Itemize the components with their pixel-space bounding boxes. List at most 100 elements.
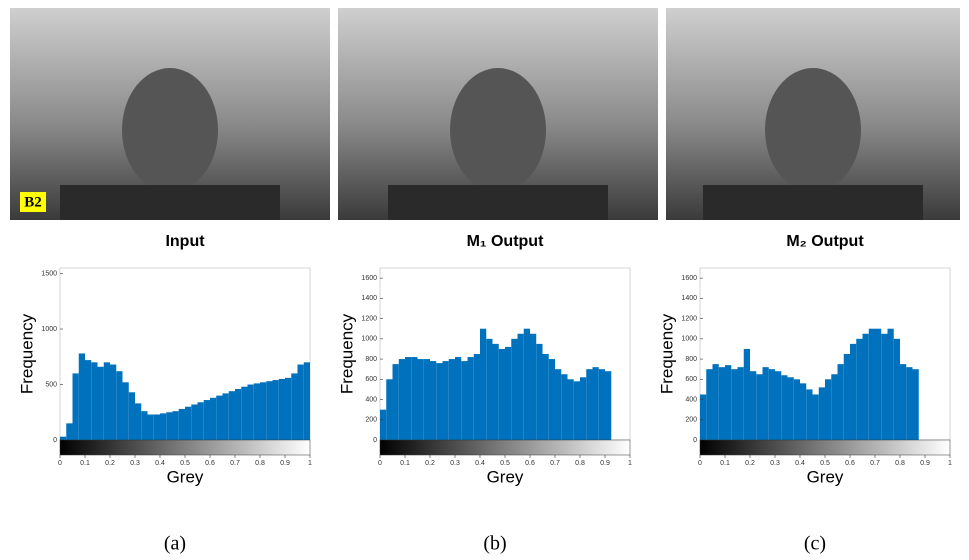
bar (731, 369, 738, 440)
x-tick-label: 0.9 (920, 460, 930, 467)
bar (160, 413, 167, 440)
bar (222, 393, 229, 440)
bar (380, 409, 387, 440)
bar (417, 359, 424, 440)
bar (893, 338, 900, 440)
y-tick-label: 0 (53, 437, 57, 444)
bar (241, 386, 248, 440)
bar (216, 395, 223, 440)
bar (912, 369, 919, 440)
bar (887, 328, 894, 440)
bar (536, 343, 543, 440)
y-tick-label: 1200 (681, 315, 697, 322)
bar (548, 359, 555, 440)
y-tick-label: 1000 (361, 336, 377, 343)
bar (718, 367, 725, 440)
x-tick-label: 0.1 (80, 460, 90, 467)
bar (78, 353, 85, 440)
photo-body (703, 185, 923, 220)
bar (542, 354, 549, 440)
x-tick-label: 0 (378, 460, 382, 467)
x-tick-label: 0.6 (845, 460, 855, 467)
bar (831, 374, 838, 440)
bar (455, 357, 462, 440)
bar (461, 361, 468, 440)
bar (210, 397, 217, 440)
bar (592, 367, 599, 440)
x-tick-label: 0.9 (600, 460, 610, 467)
bar (775, 371, 782, 440)
x-axis-label: Grey (167, 467, 204, 486)
bar (523, 328, 530, 440)
caption: (c) (804, 533, 826, 555)
x-tick-label: 0.2 (425, 460, 435, 467)
x-tick-label: 0.4 (475, 460, 485, 467)
bar (743, 348, 750, 440)
bar (110, 364, 117, 440)
bar (605, 371, 612, 440)
bar (843, 354, 850, 440)
y-tick-label: 1400 (681, 295, 697, 302)
bar (700, 394, 707, 440)
bar (147, 414, 154, 440)
y-tick-label: 800 (365, 356, 377, 363)
y-tick-label: 0 (373, 437, 377, 444)
bar (97, 366, 104, 440)
x-tick-label: 0.5 (180, 460, 190, 467)
y-tick-label: 1000 (41, 326, 57, 333)
badge-bg (20, 192, 46, 212)
bar (768, 369, 775, 440)
bar (411, 357, 418, 440)
bar (881, 333, 888, 440)
bar (806, 389, 813, 440)
bar (750, 371, 757, 440)
bar (278, 378, 285, 440)
x-tick-label: 0.3 (450, 460, 460, 467)
bar (818, 387, 825, 440)
bar (197, 402, 204, 440)
bar (386, 379, 393, 440)
photo-face (122, 68, 218, 192)
y-axis-label: Frequency (17, 313, 36, 394)
x-tick-label: 0.7 (870, 460, 880, 467)
bar (272, 380, 279, 440)
bar (185, 406, 192, 440)
x-axis-label: Grey (807, 467, 844, 486)
bar (856, 338, 863, 440)
bar (291, 373, 298, 440)
x-tick-label: 1 (308, 460, 312, 467)
badge: B2 (24, 194, 42, 210)
chart-title: Input (165, 233, 205, 250)
x-tick-label: 0.3 (770, 460, 780, 467)
x-axis-label: Grey (487, 467, 524, 486)
bar (737, 367, 744, 440)
bar (586, 369, 593, 440)
x-tick-label: 1 (948, 460, 952, 467)
y-tick-label: 400 (685, 396, 697, 403)
y-tick-label: 200 (685, 417, 697, 424)
bar (191, 404, 198, 440)
bar (128, 392, 135, 440)
x-tick-label: 0.6 (205, 460, 215, 467)
photo-body (388, 185, 608, 220)
bar (235, 388, 242, 440)
y-tick-label: 600 (365, 376, 377, 383)
bar (423, 359, 430, 440)
bar (392, 364, 399, 440)
chart-title: M₂ Output (786, 233, 864, 250)
bar (448, 359, 455, 440)
x-tick-label: 0.9 (280, 460, 290, 467)
x-tick-label: 0.3 (130, 460, 140, 467)
x-tick-label: 0.7 (550, 460, 560, 467)
bar (247, 384, 254, 440)
bar (906, 367, 913, 440)
bar (116, 371, 123, 440)
bar (580, 377, 587, 440)
y-tick-label: 1000 (681, 336, 697, 343)
x-tick-label: 0.2 (105, 460, 115, 467)
y-tick-label: 800 (685, 356, 697, 363)
bar (712, 364, 719, 440)
caption: (b) (483, 533, 506, 555)
x-tick-label: 0.5 (500, 460, 510, 467)
bar (467, 357, 474, 440)
